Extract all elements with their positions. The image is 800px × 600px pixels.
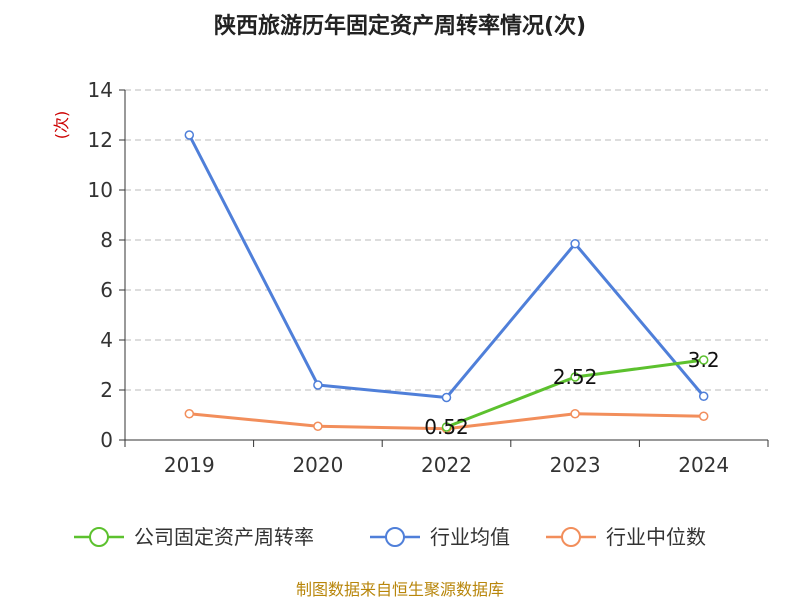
y-tick-label: 4 <box>100 328 113 352</box>
x-tick-label: 2019 <box>164 453 215 477</box>
x-tick-label: 2023 <box>550 453 601 477</box>
data-point[interactable] <box>184 130 195 140</box>
legend-label: 行业均值 <box>430 525 510 549</box>
legend-label: 公司固定资产周转率 <box>134 525 314 549</box>
x-tick-label: 2020 <box>292 453 343 477</box>
grid <box>125 89 768 391</box>
data-point[interactable] <box>313 421 323 431</box>
legend-item-1[interactable]: 行业均值 <box>370 525 510 549</box>
legend-label: 行业中位数 <box>606 525 706 549</box>
series-line <box>187 134 705 399</box>
y-tick-label: 8 <box>100 228 113 252</box>
data-point[interactable] <box>698 391 709 401</box>
series-layer <box>184 130 709 434</box>
y-axis-label: (次) <box>52 111 71 140</box>
source-note: 制图数据来自恒生聚源数据库 <box>296 580 504 599</box>
data-point[interactable] <box>441 392 452 403</box>
legend[interactable]: 公司固定资产周转率 行业均值 行业中位数 <box>74 525 706 549</box>
y-tick-label: 2 <box>100 378 113 402</box>
y-tick-label: 14 <box>88 78 113 102</box>
axes: 0 2 4 6 8 10 12 14 2019 2020 2022 2023 2024 <box>88 78 769 477</box>
data-point[interactable] <box>570 372 580 382</box>
x-tick-label: 2022 <box>421 453 472 477</box>
data-label: 3.2 <box>688 348 720 372</box>
x-tick-label: 2024 <box>678 453 729 477</box>
legend-item-2[interactable]: 行业中位数 <box>546 525 706 549</box>
y-tick-label: 10 <box>88 178 113 202</box>
data-point[interactable] <box>313 380 323 390</box>
data-labels: 0.52 2.52 3.2 <box>424 348 719 439</box>
data-point[interactable] <box>698 411 709 421</box>
data-point[interactable] <box>441 422 452 432</box>
series-0 <box>441 355 709 432</box>
y-tick-label: 12 <box>88 128 113 152</box>
legend-marker <box>561 527 581 547</box>
data-point[interactable] <box>698 355 709 365</box>
data-point[interactable] <box>570 409 580 419</box>
data-label: 2.52 <box>553 365 598 389</box>
legend-marker <box>385 527 405 547</box>
chart-title: 陕西旅游历年固定资产周转率情况(次) <box>214 13 586 39</box>
legend-item-0[interactable]: 公司固定资产周转率 <box>74 525 314 549</box>
legend-marker <box>89 527 109 547</box>
data-point[interactable] <box>570 239 580 249</box>
series-1 <box>184 130 709 403</box>
data-point[interactable] <box>184 409 195 419</box>
y-tick-label: 0 <box>100 428 113 452</box>
y-tick-label: 6 <box>100 278 113 302</box>
data-label: 0.52 <box>424 415 469 439</box>
